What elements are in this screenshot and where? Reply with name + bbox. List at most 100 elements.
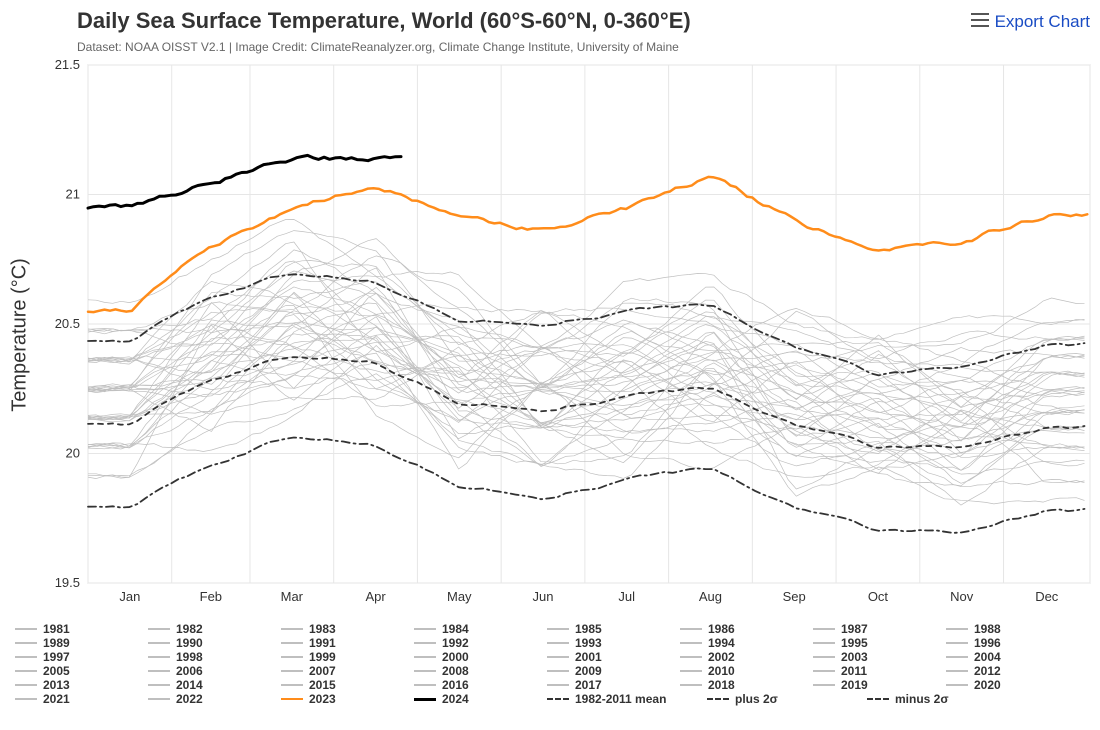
legend-item[interactable]: 2002: [680, 650, 813, 664]
svg-text:Mar: Mar: [281, 589, 304, 604]
legend-item[interactable]: 2021: [15, 692, 148, 706]
legend-item[interactable]: 2006: [148, 664, 281, 678]
legend-item[interactable]: 2004: [946, 650, 1079, 664]
legend-item[interactable]: 2022: [148, 692, 281, 706]
legend-item[interactable]: 1991: [281, 636, 414, 650]
legend-swatch: [680, 684, 702, 686]
legend-label: 2007: [309, 664, 336, 678]
legend-item[interactable]: 2007: [281, 664, 414, 678]
legend-swatch: [707, 698, 729, 700]
svg-text:20: 20: [66, 446, 80, 461]
legend-item[interactable]: 2008: [414, 664, 547, 678]
legend-item[interactable]: 1992: [414, 636, 547, 650]
legend-item[interactable]: 2020: [946, 678, 1079, 692]
legend-swatch: [414, 670, 436, 672]
legend-swatch: [414, 642, 436, 644]
export-chart-label: Export Chart: [995, 12, 1090, 32]
legend-swatch: [281, 698, 303, 700]
svg-text:Jul: Jul: [618, 589, 635, 604]
legend-item[interactable]: 1984: [414, 622, 547, 636]
legend-item[interactable]: 2019: [813, 678, 946, 692]
legend-label: 1992: [442, 636, 469, 650]
svg-text:May: May: [447, 589, 472, 604]
svg-text:Oct: Oct: [868, 589, 889, 604]
legend-item[interactable]: 2016: [414, 678, 547, 692]
legend-swatch: [680, 642, 702, 644]
legend-swatch: [281, 628, 303, 630]
legend-swatch: [547, 642, 569, 644]
menu-icon: [971, 12, 989, 32]
legend-label: 2024: [442, 692, 469, 706]
legend-item[interactable]: 1986: [680, 622, 813, 636]
legend-label: 2013: [43, 678, 70, 692]
legend-item[interactable]: 2009: [547, 664, 680, 678]
legend-label: 1984: [442, 622, 469, 636]
legend-label: 1998: [176, 650, 203, 664]
legend-swatch: [946, 684, 968, 686]
legend-swatch: [946, 628, 968, 630]
legend-label: 1993: [575, 636, 602, 650]
legend-item[interactable]: 2000: [414, 650, 547, 664]
legend-swatch: [148, 670, 170, 672]
chart-subtitle: Dataset: NOAA OISST V2.1 | Image Credit:…: [77, 40, 691, 54]
legend-swatch: [414, 684, 436, 686]
legend-item[interactable]: 2003: [813, 650, 946, 664]
legend-item[interactable]: 2015: [281, 678, 414, 692]
legend-label: 1991: [309, 636, 336, 650]
legend-swatch: [148, 628, 170, 630]
legend-label: 1996: [974, 636, 1001, 650]
legend-item[interactable]: 2018: [680, 678, 813, 692]
legend-item[interactable]: 1982-2011 mean: [547, 692, 707, 706]
export-chart-button[interactable]: Export Chart: [971, 8, 1090, 32]
y-axis-label: Temperature (°C): [9, 235, 32, 435]
legend-swatch: [547, 698, 569, 700]
legend-item[interactable]: 1999: [281, 650, 414, 664]
legend-item[interactable]: plus 2σ: [707, 692, 867, 706]
svg-text:20.5: 20.5: [55, 316, 80, 331]
legend-item[interactable]: 2014: [148, 678, 281, 692]
legend-label: 2023: [309, 692, 336, 706]
legend-item[interactable]: 2017: [547, 678, 680, 692]
legend-item[interactable]: 2023: [281, 692, 414, 706]
legend-item[interactable]: 1989: [15, 636, 148, 650]
legend-item[interactable]: 2005: [15, 664, 148, 678]
legend-label: 2008: [442, 664, 469, 678]
legend-swatch: [148, 642, 170, 644]
legend-item[interactable]: 2011: [813, 664, 946, 678]
legend-item[interactable]: 1988: [946, 622, 1079, 636]
legend-item[interactable]: 2024: [414, 692, 547, 706]
legend-label: 2014: [176, 678, 203, 692]
legend-item[interactable]: 2013: [15, 678, 148, 692]
legend-item[interactable]: 1983: [281, 622, 414, 636]
legend-label: 2012: [974, 664, 1001, 678]
legend-item[interactable]: 1987: [813, 622, 946, 636]
legend-label: 1999: [309, 650, 336, 664]
legend-item[interactable]: 1990: [148, 636, 281, 650]
legend-label: 1997: [43, 650, 70, 664]
legend-item[interactable]: minus 2σ: [867, 692, 1027, 706]
legend-swatch: [547, 670, 569, 672]
legend-label: 2021: [43, 692, 70, 706]
legend-swatch: [813, 670, 835, 672]
legend-item[interactable]: 1994: [680, 636, 813, 650]
legend-item[interactable]: 1995: [813, 636, 946, 650]
legend-item[interactable]: 1997: [15, 650, 148, 664]
legend-label: 2000: [442, 650, 469, 664]
legend-item[interactable]: 2010: [680, 664, 813, 678]
legend-item[interactable]: 1993: [547, 636, 680, 650]
legend-swatch: [547, 684, 569, 686]
legend-item[interactable]: 1981: [15, 622, 148, 636]
legend-item[interactable]: 1996: [946, 636, 1079, 650]
legend-item[interactable]: 1998: [148, 650, 281, 664]
legend-item[interactable]: 1982: [148, 622, 281, 636]
legend-label: 1990: [176, 636, 203, 650]
svg-text:Sep: Sep: [783, 589, 806, 604]
legend-item[interactable]: 2001: [547, 650, 680, 664]
svg-text:Jun: Jun: [533, 589, 554, 604]
svg-text:19.5: 19.5: [55, 575, 80, 590]
legend-swatch: [148, 698, 170, 700]
legend-label: 2001: [575, 650, 602, 664]
legend-label: 1989: [43, 636, 70, 650]
legend-item[interactable]: 2012: [946, 664, 1079, 678]
legend-item[interactable]: 1985: [547, 622, 680, 636]
